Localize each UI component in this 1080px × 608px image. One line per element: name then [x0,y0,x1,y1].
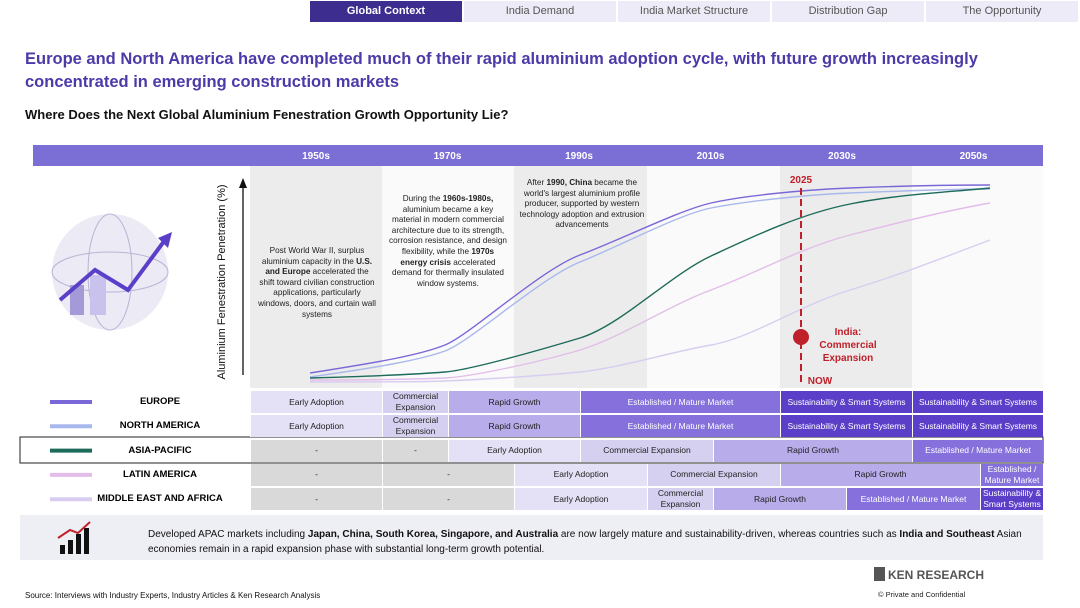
stage-cell: - [250,463,382,486]
annotation: After 1990, China became the world's lar… [518,178,646,231]
y-axis-arrow [239,178,247,188]
confidential: © Private and Confidential [878,590,966,599]
asia-pacific-curve [309,187,991,379]
insight-box [20,515,1043,560]
stage-cell: - [382,439,448,462]
mea-curve [309,239,991,383]
stage-cell: Sustainability & Smart Systems [780,391,912,413]
subtitle: Where Does the Next Global Aluminium Fen… [25,107,509,122]
decade-label: 1950s [302,151,330,162]
stage-cell: Commercial Expansion [382,415,448,438]
nav-tab: India Market Structure [618,1,770,22]
nav-tab: Distribution Gap [772,1,924,22]
curves [309,184,991,383]
stage-cell: - [250,488,382,511]
europe-curve [309,184,991,374]
stage-cell: Rapid Growth [780,463,980,486]
text-segment: accelerated demand for thermally insulat… [392,257,504,288]
decade-label: 2050s [960,151,988,162]
insight-text: Developed APAC markets including Japan, … [148,527,1028,557]
north-america-curve [309,188,991,378]
text-segment: After [526,178,547,187]
region-label: MIDDLE EAST AND AFRICA [97,493,223,505]
stage-cell: Sustainability & Smart Systems [912,391,1043,413]
band [382,166,514,388]
region-label: LATIN AMERICA [123,468,197,480]
decade-label: 1970s [434,151,462,162]
stage-cell: Rapid Growth [713,439,912,462]
stage-cell: - [250,439,382,462]
decade-label: 2010s [697,151,725,162]
stage-cell: Rapid Growth [448,391,580,413]
y-axis-label-line: Aluminium Fenestration Penetration (%) [216,184,228,379]
stage-cell: Rapid Growth [713,488,846,511]
stage-cell: Early Adoption [250,415,382,438]
region-label: ASIA-PACIFIC [128,444,192,456]
stage-cell: - [382,488,514,511]
stage-cell: Established / Mature Market [846,488,980,511]
stage-cell: Commercial Expansion [647,463,780,486]
latin-america-curve [309,202,991,381]
y-axis-label: Aluminium Fenestration Penetration (%) [216,184,228,379]
stage-cell: Sustainability & Smart Systems [780,415,912,438]
source: Source: Interviews with Industry Experts… [25,591,320,600]
stage-cell: Early Adoption [514,488,647,511]
text-segment: accelerated the shift toward civilian co… [258,267,376,319]
decade-label: 2030s [828,151,856,162]
nav-tab: The Opportunity [926,1,1078,22]
headline: Europe and North America have completed … [25,50,978,91]
region-label: NORTH AMERICA [119,420,201,432]
text-segment: aluminium became a key material in moder… [389,204,507,256]
band [250,166,382,388]
stage-cell: Established / Mature Market [580,391,780,413]
brand-mark [874,567,885,581]
stage-cell: Early Adoption [250,391,382,413]
annotation: Post World War II, surplus aluminium cap… [258,246,376,320]
stage-cell: Commercial Expansion [580,439,713,462]
text-segment: Post World War II, surplus aluminium cap… [261,246,365,266]
brand: KEN RESEARCH [888,568,984,582]
text-segment: 1960s-1980s, [442,194,494,203]
text-segment: are now largely mature and sustainabilit… [558,529,900,540]
nav-tab: India Demand [464,1,616,22]
growth-icon [57,521,91,554]
stage-cell: Established / Mature Market [980,463,1043,486]
globe-icon [51,213,172,331]
band [912,166,1043,388]
stage-cell: Rapid Growth [448,415,580,438]
text-segment: Japan, China, South Korea, Singapore, an… [307,529,559,540]
text-segment: During the [402,194,443,203]
stage-cell: Early Adoption [514,463,647,486]
region-label: EUROPE [139,396,181,407]
text-segment: became the world's largest aluminium pro… [519,178,645,230]
text-segment: 1990, China [546,178,593,187]
decade-label: 1990s [565,151,593,162]
decade-bar [33,145,1043,166]
text-segment: Developed APAC markets including [148,529,308,540]
stage-cell: Established / Mature Market [912,439,1043,462]
marker-dot [793,329,809,345]
stage-cell: Commercial Expansion [382,391,448,413]
stage-cell: Sustainability & Smart Systems [980,488,1043,511]
nav-tab: Global Context [310,1,462,22]
stage-cell: Established / Mature Market [580,415,780,438]
stage-cell: Commercial Expansion [647,488,713,511]
text-segment: 1970s energy crisis [400,246,495,267]
text-segment: Asian economies remain in a rapid expans… [148,529,1022,555]
stage-cell: - [382,463,514,486]
marker-now: NOW [808,376,833,387]
annotation: During the 1960s-1980s, aluminium became… [388,194,508,289]
stage-cell: Sustainability & Smart Systems [912,415,1043,438]
text-segment: India and Southeast [899,529,995,540]
marker-label: India: Commercial Expansion [819,327,877,364]
text-segment: U.S. and Europe [265,256,373,277]
marker-year: 2025 [790,175,813,186]
stage-cell: Early Adoption [448,439,580,462]
